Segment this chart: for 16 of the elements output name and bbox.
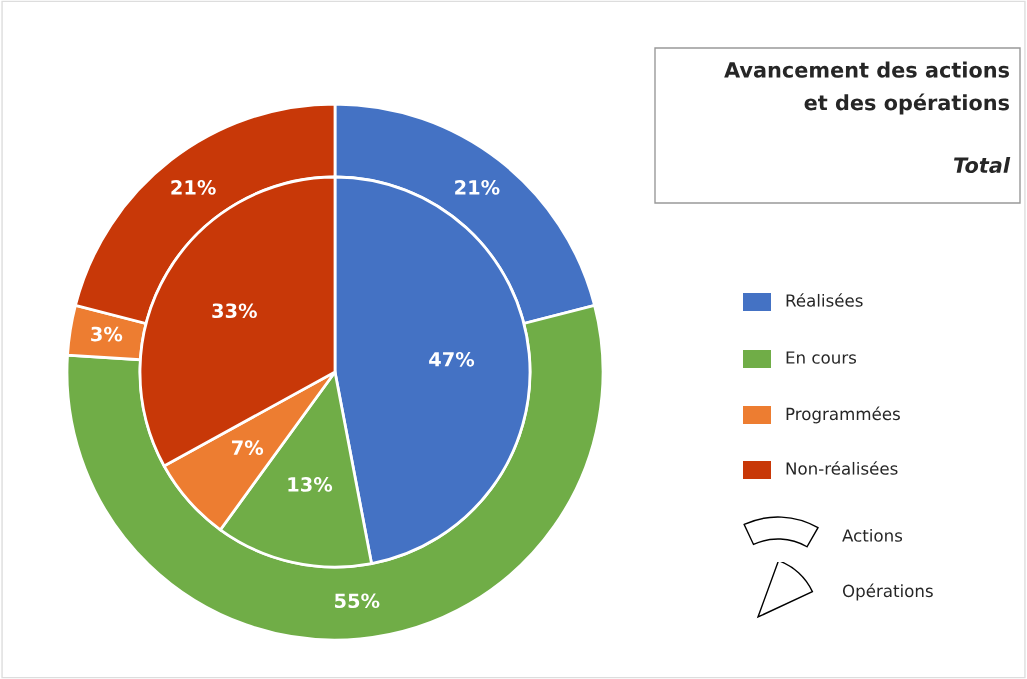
- slice-label: Opérations: [842, 583, 933, 601]
- data-label: 21%: [171, 180, 216, 195]
- legend-label: En cours: [786, 351, 857, 364]
- data-label: 3%: [91, 326, 123, 342]
- chart-title: Avancement des actions et des opérations: [724, 61, 1010, 115]
- data-label: 55%: [335, 593, 380, 609]
- data-label: 21%: [455, 180, 500, 195]
- data-label: 33%: [212, 303, 257, 319]
- data-label: 13%: [288, 477, 333, 492]
- slice-label: Actions: [842, 528, 903, 542]
- data-label: 7%: [232, 440, 264, 456]
- legend-label: Non-réalisées: [786, 461, 898, 475]
- legend-label: Réalisées: [786, 293, 863, 307]
- text: Total: [953, 156, 1011, 174]
- legend-label: Programmées: [786, 406, 900, 424]
- data-label: 47%: [429, 351, 475, 367]
